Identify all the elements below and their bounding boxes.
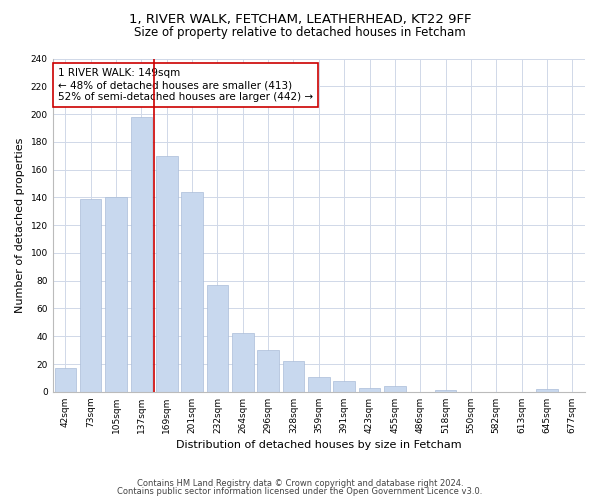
Y-axis label: Number of detached properties: Number of detached properties [15, 138, 25, 313]
Bar [257, 350, 279, 392]
Bar [131, 117, 152, 392]
Bar [435, 390, 457, 392]
Bar [283, 362, 304, 392]
Text: Size of property relative to detached houses in Fetcham: Size of property relative to detached ho… [134, 26, 466, 39]
Bar [334, 380, 355, 392]
Text: 1 RIVER WALK: 149sqm
← 48% of detached houses are smaller (413)
52% of semi-deta: 1 RIVER WALK: 149sqm ← 48% of detached h… [58, 68, 313, 102]
Text: Contains public sector information licensed under the Open Government Licence v3: Contains public sector information licen… [118, 487, 482, 496]
Bar [156, 156, 178, 392]
X-axis label: Distribution of detached houses by size in Fetcham: Distribution of detached houses by size … [176, 440, 461, 450]
Bar [80, 199, 101, 392]
Bar [359, 388, 380, 392]
Bar [308, 376, 329, 392]
Bar [384, 386, 406, 392]
Bar [206, 285, 228, 392]
Bar [536, 389, 558, 392]
Bar [181, 192, 203, 392]
Text: Contains HM Land Registry data © Crown copyright and database right 2024.: Contains HM Land Registry data © Crown c… [137, 478, 463, 488]
Bar [55, 368, 76, 392]
Bar [105, 198, 127, 392]
Bar [232, 334, 254, 392]
Text: 1, RIVER WALK, FETCHAM, LEATHERHEAD, KT22 9FF: 1, RIVER WALK, FETCHAM, LEATHERHEAD, KT2… [129, 12, 471, 26]
